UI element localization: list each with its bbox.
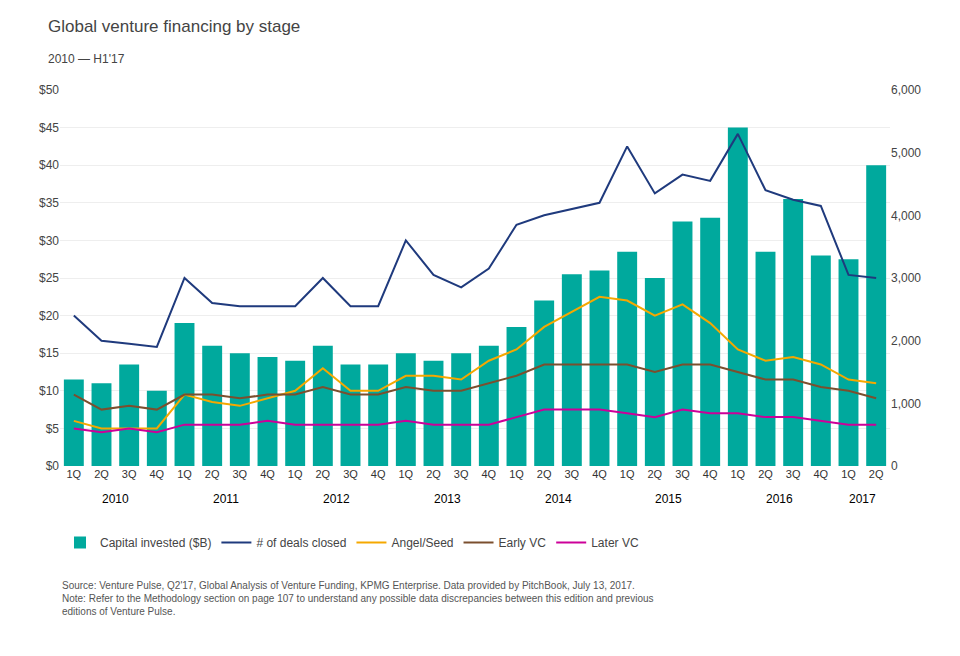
- svg-text:4Q: 4Q: [260, 468, 275, 480]
- svg-text:3Q: 3Q: [675, 468, 690, 480]
- svg-text:1Q: 1Q: [288, 468, 303, 480]
- svg-text:$20: $20: [39, 309, 59, 323]
- svg-text:$15: $15: [39, 346, 59, 360]
- svg-text:$50: $50: [39, 83, 59, 97]
- svg-text:4Q: 4Q: [813, 468, 828, 480]
- svg-text:2Q: 2Q: [315, 468, 330, 480]
- svg-text:2011: 2011: [213, 492, 239, 506]
- svg-text:Later VC: Later VC: [591, 536, 639, 550]
- svg-text:3,000: 3,000: [891, 271, 921, 285]
- svg-text:4,000: 4,000: [891, 209, 921, 223]
- svg-text:2Q: 2Q: [758, 468, 773, 480]
- svg-text:3Q: 3Q: [786, 468, 801, 480]
- svg-text:2017: 2017: [849, 492, 876, 506]
- svg-text:4Q: 4Q: [149, 468, 164, 480]
- svg-text:1Q: 1Q: [620, 468, 635, 480]
- svg-text:Source: Venture Pulse, Q2'17,: Source: Venture Pulse, Q2'17, Global Ana…: [62, 580, 654, 617]
- svg-text:4Q: 4Q: [481, 468, 496, 480]
- svg-text:2Q: 2Q: [869, 468, 884, 480]
- svg-text:2016: 2016: [766, 492, 793, 506]
- svg-text:2014: 2014: [545, 492, 572, 506]
- svg-text:2Q: 2Q: [647, 468, 662, 480]
- svg-text:3Q: 3Q: [232, 468, 247, 480]
- svg-text:1Q: 1Q: [177, 468, 192, 480]
- svg-text:3Q: 3Q: [564, 468, 579, 480]
- svg-text:$10: $10: [39, 384, 59, 398]
- svg-text:3Q: 3Q: [122, 468, 137, 480]
- svg-text:1Q: 1Q: [509, 468, 524, 480]
- svg-text:$40: $40: [39, 158, 59, 172]
- svg-text:2015: 2015: [655, 492, 682, 506]
- svg-text:3Q: 3Q: [343, 468, 358, 480]
- svg-text:2013: 2013: [434, 492, 461, 506]
- svg-text:Capital invested ($B): Capital invested ($B): [100, 536, 211, 550]
- svg-text:$5: $5: [46, 422, 60, 436]
- svg-text:2010 — H1'17: 2010 — H1'17: [48, 52, 125, 66]
- svg-text:$35: $35: [39, 196, 59, 210]
- svg-text:$25: $25: [39, 271, 59, 285]
- svg-text:2Q: 2Q: [94, 468, 109, 480]
- svg-text:$30: $30: [39, 234, 59, 248]
- svg-text:4Q: 4Q: [371, 468, 386, 480]
- svg-text:1,000: 1,000: [891, 397, 921, 411]
- svg-text:2Q: 2Q: [205, 468, 220, 480]
- svg-text:1Q: 1Q: [841, 468, 856, 480]
- svg-text:$45: $45: [39, 121, 59, 135]
- svg-text:2010: 2010: [102, 492, 129, 506]
- svg-text:Global venture financing by st: Global venture financing by stage: [48, 17, 300, 36]
- svg-text:# of deals closed: # of deals closed: [256, 536, 346, 550]
- svg-text:6,000: 6,000: [891, 83, 921, 97]
- svg-text:1Q: 1Q: [66, 468, 81, 480]
- svg-text:2012: 2012: [323, 492, 350, 506]
- svg-text:0: 0: [891, 459, 898, 473]
- svg-text:1Q: 1Q: [398, 468, 413, 480]
- svg-text:1Q: 1Q: [730, 468, 745, 480]
- svg-text:2,000: 2,000: [891, 334, 921, 348]
- svg-text:Early VC: Early VC: [499, 536, 547, 550]
- svg-text:3Q: 3Q: [454, 468, 469, 480]
- svg-text:$0: $0: [46, 459, 60, 473]
- svg-text:5,000: 5,000: [891, 146, 921, 160]
- svg-text:2Q: 2Q: [426, 468, 441, 480]
- svg-text:4Q: 4Q: [703, 468, 718, 480]
- svg-text:Angel/Seed: Angel/Seed: [391, 536, 453, 550]
- svg-text:4Q: 4Q: [592, 468, 607, 480]
- svg-text:2Q: 2Q: [537, 468, 552, 480]
